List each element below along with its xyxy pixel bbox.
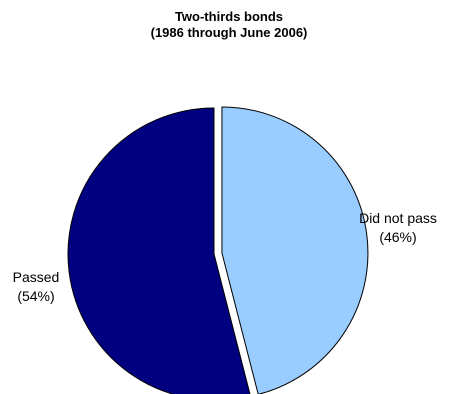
pie-slice-passed xyxy=(67,107,251,394)
chart-title-line-2: (1986 through June 2006) xyxy=(150,25,308,40)
chart-title-line-1: Two-thirds bonds xyxy=(174,9,284,24)
pie-slice-did-not-pass xyxy=(221,106,369,394)
slice-percent-did-not-pass: (46%) xyxy=(379,229,416,245)
slice-label-passed: Passed xyxy=(13,269,60,285)
slice-percent-passed: (54%) xyxy=(17,288,54,304)
slice-label-did-not-pass: Did not pass xyxy=(359,210,437,226)
